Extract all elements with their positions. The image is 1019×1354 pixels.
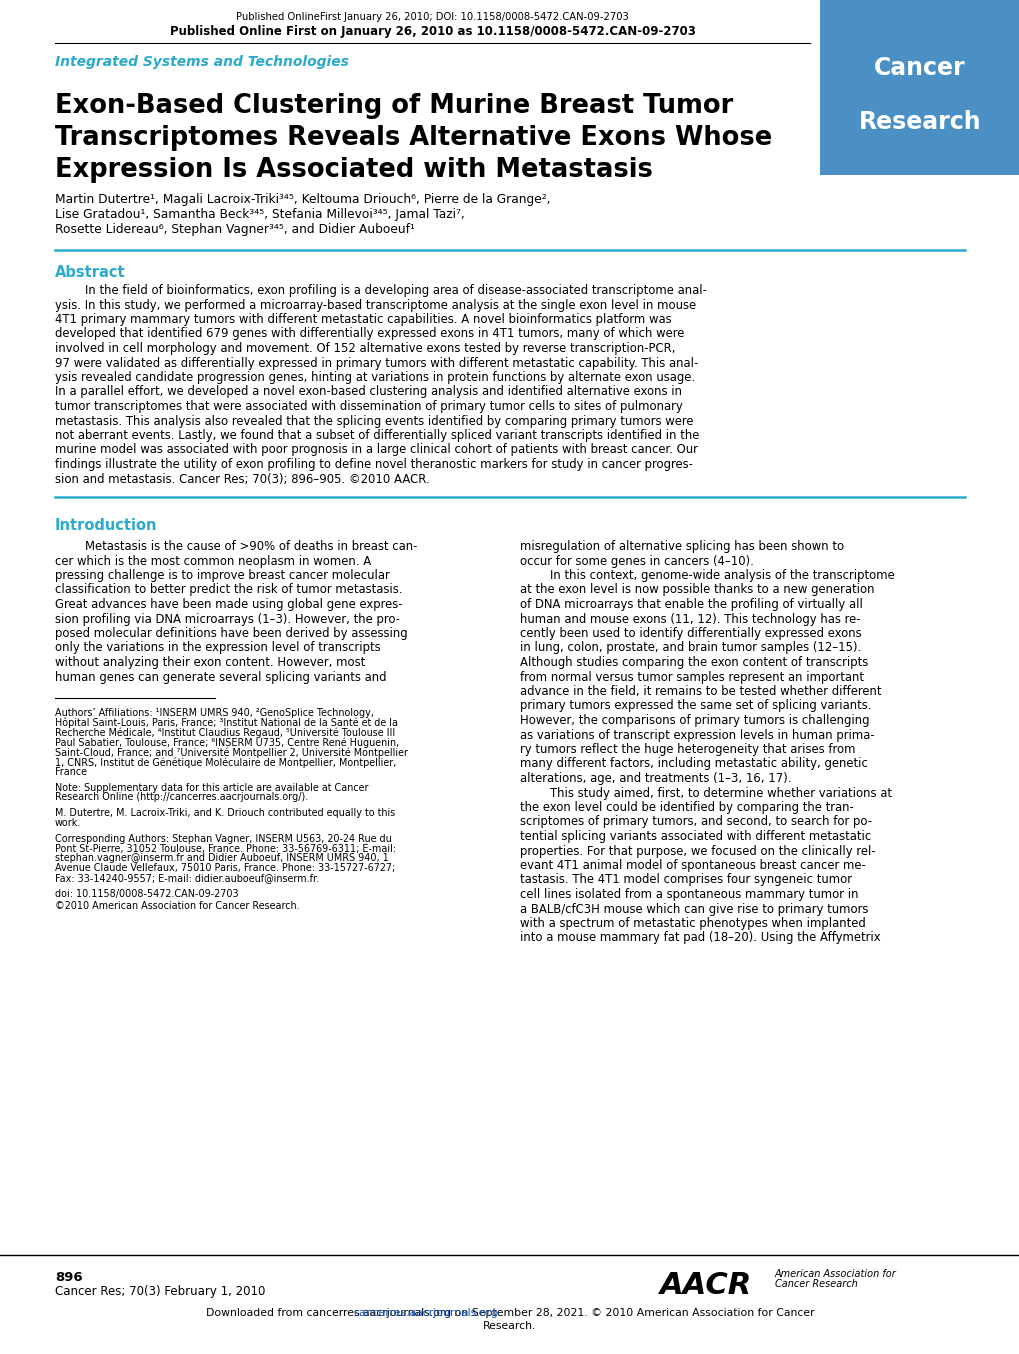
Text: ysis revealed candidate progression genes, hinting at variations in protein func: ysis revealed candidate progression gene… [55,371,694,385]
Text: occur for some genes in cancers (4–10).: occur for some genes in cancers (4–10). [520,555,753,567]
Text: misregulation of alternative splicing has been shown to: misregulation of alternative splicing ha… [520,540,844,552]
Text: scriptomes of primary tumors, and second, to search for po-: scriptomes of primary tumors, and second… [520,815,871,829]
Text: in lung, colon, prostate, and brain tumor samples (12–15).: in lung, colon, prostate, and brain tumo… [520,642,860,654]
Text: Rosette Lidereau⁶, Stephan Vagner³⁴⁵, and Didier Auboeuf¹: Rosette Lidereau⁶, Stephan Vagner³⁴⁵, an… [55,223,415,236]
Text: Published Online First on January 26, 2010 as 10.1158/0008-5472.CAN-09-2703: Published Online First on January 26, 20… [169,24,695,38]
Text: only the variations in the expression level of transcripts: only the variations in the expression le… [55,642,380,654]
Text: 4T1 primary mammary tumors with different metastatic capabilities. A novel bioin: 4T1 primary mammary tumors with differen… [55,313,671,326]
Text: tential splicing variants associated with different metastatic: tential splicing variants associated wit… [520,830,870,844]
Text: Metastasis is the cause of >90% of deaths in breast can-: Metastasis is the cause of >90% of death… [55,540,417,552]
Text: posed molecular definitions have been derived by assessing: posed molecular definitions have been de… [55,627,408,640]
Text: many different factors, including metastatic ability, genetic: many different factors, including metast… [520,757,867,770]
Text: Research.: Research. [483,1322,536,1331]
Text: American Association for: American Association for [774,1269,896,1280]
Text: Note: Supplementary data for this article are available at Cancer: Note: Supplementary data for this articl… [55,783,368,792]
Text: Exon-Based Clustering of Murine Breast Tumor: Exon-Based Clustering of Murine Breast T… [55,93,733,119]
Text: Corresponding Authors: Stephan Vagner, INSERM U563, 20-24 Rue du: Corresponding Authors: Stephan Vagner, I… [55,834,391,844]
Text: advance in the field, it remains to be tested whether different: advance in the field, it remains to be t… [520,685,880,699]
Text: France: France [55,766,87,777]
Text: ry tumors reflect the huge heterogeneity that arises from: ry tumors reflect the huge heterogeneity… [520,743,855,756]
Text: Abstract: Abstract [55,265,125,280]
Text: 896: 896 [55,1271,83,1284]
Text: 97 were validated as differentially expressed in primary tumors with different m: 97 were validated as differentially expr… [55,356,698,370]
Text: AACR: AACR [659,1271,752,1300]
Text: Fax: 33-14240-9557; E-mail: didier.auboeuf@inserm.fr.: Fax: 33-14240-9557; E-mail: didier.auboe… [55,873,319,883]
Text: at the exon level is now possible thanks to a new generation: at the exon level is now possible thanks… [520,584,873,597]
Text: Cancer: Cancer [873,56,965,80]
Text: 1, CNRS, Institut de Génétique Moléculaire de Montpellier, Montpellier,: 1, CNRS, Institut de Génétique Moléculai… [55,757,396,768]
Text: Published OnlineFirst January 26, 2010; DOI: 10.1158/0008-5472.CAN-09-2703: Published OnlineFirst January 26, 2010; … [235,12,629,22]
Text: Avenue Claude Vellefaux, 75010 Paris, France. Phone: 33-15727-6727;: Avenue Claude Vellefaux, 75010 Paris, Fr… [55,864,395,873]
Text: Lise Gratadou¹, Samantha Beck³⁴⁵, Stefania Millevoi³⁴⁵, Jamal Tazi⁷,: Lise Gratadou¹, Samantha Beck³⁴⁵, Stefan… [55,209,465,221]
Text: ysis. In this study, we performed a microarray-based transcriptome analysis at t: ysis. In this study, we performed a micr… [55,298,695,311]
Text: Great advances have been made using global gene expres-: Great advances have been made using glob… [55,598,403,611]
Text: from normal versus tumor samples represent an important: from normal versus tumor samples represe… [520,670,863,684]
Text: tastasis. The 4T1 model comprises four syngeneic tumor: tastasis. The 4T1 model comprises four s… [520,873,851,887]
Text: sion and metastasis. ​Cancer Res; 70(3); 896–905. ©2010 AACR.: sion and metastasis. ​Cancer Res; 70(3);… [55,473,429,486]
Text: cer which is the most common neoplasm in women. A: cer which is the most common neoplasm in… [55,555,371,567]
Text: not aberrant events. Lastly, we found that a subset of differentially spliced va: not aberrant events. Lastly, we found th… [55,429,699,441]
Text: ©2010 American Association for Cancer Research.: ©2010 American Association for Cancer Re… [55,900,300,911]
Text: of DNA microarrays that enable the profiling of virtually all: of DNA microarrays that enable the profi… [520,598,862,611]
Text: the exon level could be identified by comparing the tran-: the exon level could be identified by co… [520,802,853,814]
Text: sion profiling via DNA microarrays (1–3). However, the pro-: sion profiling via DNA microarrays (1–3)… [55,612,399,626]
Text: Hôpital Saint-Louis, Paris, France; ³Institut National de la Santé et de la: Hôpital Saint-Louis, Paris, France; ³Ins… [55,718,397,728]
Text: Introduction: Introduction [55,519,157,533]
Text: a BALB/cfC3H mouse which can give rise to primary tumors: a BALB/cfC3H mouse which can give rise t… [520,903,867,915]
Text: human genes can generate several splicing variants and: human genes can generate several splicin… [55,670,386,684]
Text: Cancer Res; 70(3) February 1, 2010: Cancer Res; 70(3) February 1, 2010 [55,1285,265,1298]
Text: Martin Dutertre¹, Magali Lacroix-Triki³⁴⁵, Keltouma Driouch⁶, Pierre de la Grang: Martin Dutertre¹, Magali Lacroix-Triki³⁴… [55,194,550,206]
Text: evant 4T1 animal model of spontaneous breast cancer me-: evant 4T1 animal model of spontaneous br… [520,858,865,872]
Text: as variations of transcript expression levels in human prima-: as variations of transcript expression l… [520,728,873,742]
Text: properties. For that purpose, we focused on the clinically rel-: properties. For that purpose, we focused… [520,845,874,857]
Text: Downloaded from cancerres.aacrjournals.org on September 28, 2021. © 2010 America: Downloaded from cancerres.aacrjournals.o… [206,1308,813,1317]
Text: stephan.vagner@inserm.fr and Didier Auboeuf, INSERM UMRS 940, 1: stephan.vagner@inserm.fr and Didier Aubo… [55,853,388,864]
Text: pressing challenge is to improve breast cancer molecular: pressing challenge is to improve breast … [55,569,389,582]
Text: Although studies comparing the exon content of transcripts: Although studies comparing the exon cont… [520,655,867,669]
Text: murine model was associated with poor prognosis in a large clinical cohort of pa: murine model was associated with poor pr… [55,444,697,456]
Text: Transcriptomes Reveals Alternative Exons Whose: Transcriptomes Reveals Alternative Exons… [55,125,771,152]
Text: cancerres.aacrjournals.org: cancerres.aacrjournals.org [353,1308,497,1317]
Text: Pont St-Pierre, 31052 Toulouse, France. Phone: 33-56769-6311; E-mail:: Pont St-Pierre, 31052 Toulouse, France. … [55,844,395,853]
Text: metastasis. This analysis also revealed that the splicing events identified by c: metastasis. This analysis also revealed … [55,414,693,428]
Text: doi: 10.1158/0008-5472.CAN-09-2703: doi: 10.1158/0008-5472.CAN-09-2703 [55,888,238,899]
Text: Integrated Systems and Technologies: Integrated Systems and Technologies [55,56,348,69]
Text: work.: work. [55,818,82,829]
Text: involved in cell morphology and movement. Of 152 alternative exons tested by rev: involved in cell morphology and movement… [55,343,675,355]
Text: Research Online (http://cancerres.aacrjournals.org/).: Research Online (http://cancerres.aacrjo… [55,792,308,803]
Text: cell lines isolated from a spontaneous mammary tumor in: cell lines isolated from a spontaneous m… [520,888,858,900]
Text: In a parallel effort, we developed a novel exon-based clustering analysis and id: In a parallel effort, we developed a nov… [55,386,682,398]
Text: In the field of bioinformatics, exon profiling is a developing area of disease-a: In the field of bioinformatics, exon pro… [55,284,706,297]
Text: Paul Sabatier, Toulouse, France; ⁶INSERM U735, Centre René Huguenin,: Paul Sabatier, Toulouse, France; ⁶INSERM… [55,738,398,747]
Text: without analyzing their exon content. However, most: without analyzing their exon content. Ho… [55,655,365,669]
Text: However, the comparisons of primary tumors is challenging: However, the comparisons of primary tumo… [520,714,868,727]
Text: human and mouse exons (11, 12). This technology has re-: human and mouse exons (11, 12). This tec… [520,612,860,626]
Text: In this context, genome-wide analysis of the transcriptome: In this context, genome-wide analysis of… [520,569,894,582]
Text: with a spectrum of metastatic phenotypes when implanted: with a spectrum of metastatic phenotypes… [520,917,865,930]
Text: Research: Research [858,110,980,134]
Text: into a mouse mammary fat pad (18–20). Using the Affymetrix: into a mouse mammary fat pad (18–20). Us… [520,932,879,945]
Text: classification to better predict the risk of tumor metastasis.: classification to better predict the ris… [55,584,403,597]
Bar [819,0,1019,175]
Text: Saint-Cloud, France; and ⁷Université Montpellier 2, Université Montpellier: Saint-Cloud, France; and ⁷Université Mon… [55,747,408,758]
Text: cently been used to identify differentially expressed exons: cently been used to identify differentia… [520,627,861,640]
Text: findings illustrate the utility of exon profiling to define novel theranostic ma: findings illustrate the utility of exon … [55,458,692,471]
Text: Cancer Research: Cancer Research [774,1280,857,1289]
Text: Authors’ Affiliations: ¹INSERM UMRS 940, ²GenoSplice Technology,: Authors’ Affiliations: ¹INSERM UMRS 940,… [55,708,374,718]
Text: M. Dutertre, M. Lacroix-Triki, and K. Driouch contributed equally to this: M. Dutertre, M. Lacroix-Triki, and K. Dr… [55,808,395,818]
Text: Recherche Médicale, ⁴Institut Claudius Regaud, ⁵Université Toulouse III: Recherche Médicale, ⁴Institut Claudius R… [55,727,395,738]
Text: Expression Is Associated with Metastasis: Expression Is Associated with Metastasis [55,157,652,183]
Text: This study aimed, first, to determine whether variations at: This study aimed, first, to determine wh… [520,787,892,799]
Text: alterations, age, and treatments (1–3, 16, 17).: alterations, age, and treatments (1–3, 1… [520,772,791,785]
Text: tumor transcriptomes that were associated with dissemination of primary tumor ce: tumor transcriptomes that were associate… [55,399,682,413]
Text: developed that identified 679 genes with differentially expressed exons in 4T1 t: developed that identified 679 genes with… [55,328,684,340]
Text: primary tumors expressed the same set of splicing variants.: primary tumors expressed the same set of… [520,700,870,712]
